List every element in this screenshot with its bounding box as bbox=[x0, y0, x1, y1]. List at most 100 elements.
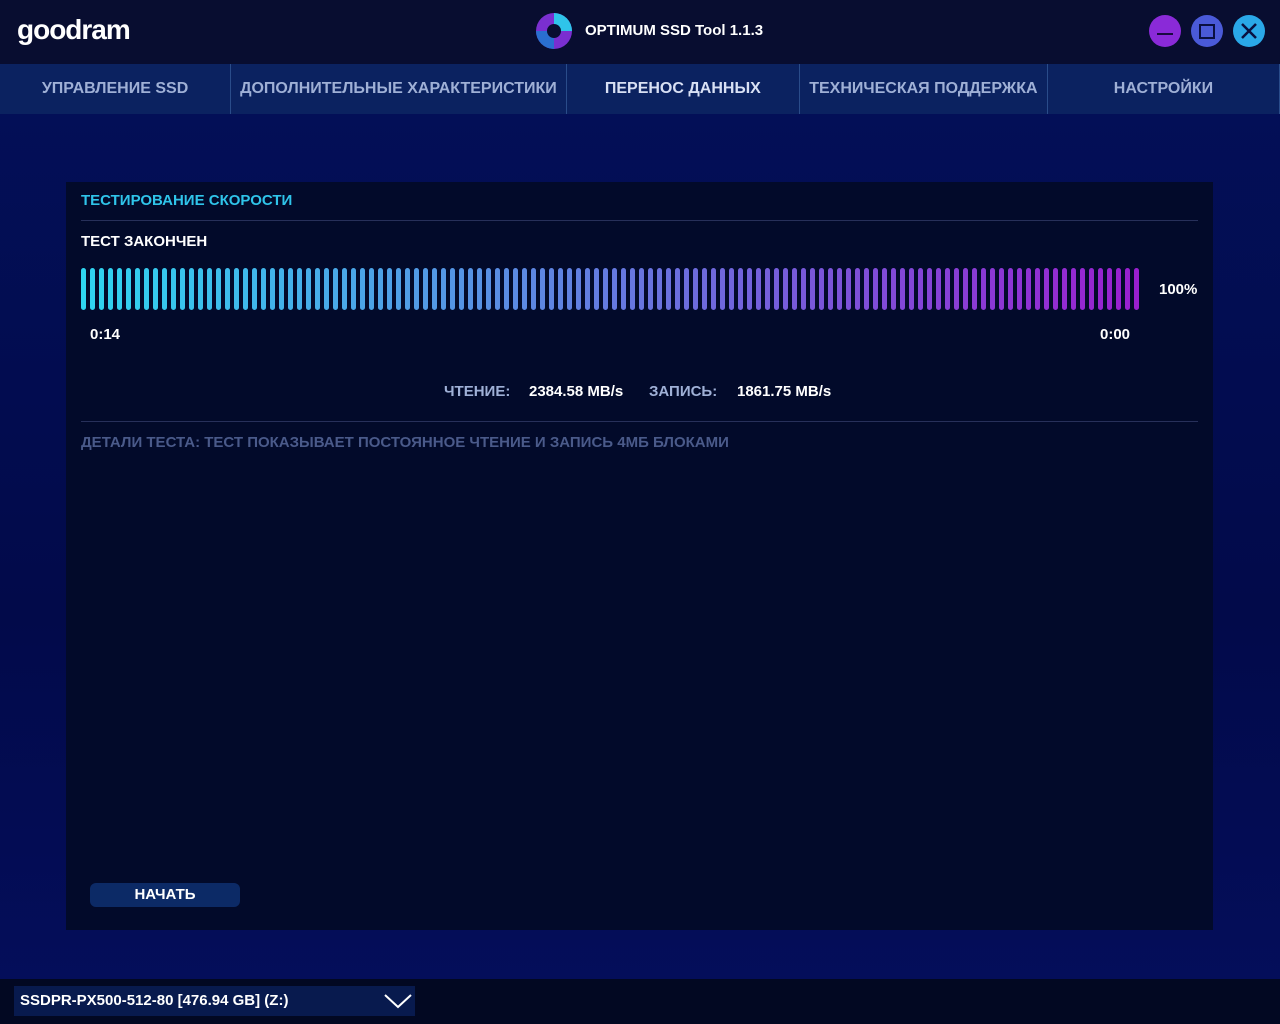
progress-segment bbox=[288, 268, 293, 310]
progress-segment bbox=[378, 268, 383, 310]
progress-segment bbox=[90, 268, 95, 310]
progress-segment bbox=[945, 268, 950, 310]
progress-segment bbox=[486, 268, 491, 310]
minimize-button[interactable] bbox=[1149, 15, 1181, 47]
progress-segment bbox=[612, 268, 617, 310]
progress-segment bbox=[468, 268, 473, 310]
progress-segment bbox=[414, 268, 419, 310]
maximize-button[interactable] bbox=[1191, 15, 1223, 47]
progress-segment bbox=[774, 268, 779, 310]
progress-segment bbox=[423, 268, 428, 310]
progress-segment bbox=[927, 268, 932, 310]
progress-segment bbox=[144, 268, 149, 310]
progress-segment bbox=[1089, 268, 1094, 310]
progress-segment bbox=[729, 268, 734, 310]
write-label: ЗАПИСЬ: bbox=[649, 383, 718, 400]
progress-segment bbox=[333, 268, 338, 310]
progress-segment bbox=[1125, 268, 1130, 310]
progress-bar bbox=[81, 268, 1141, 310]
divider bbox=[81, 220, 1198, 221]
progress-segment bbox=[1098, 268, 1103, 310]
progress-segment bbox=[783, 268, 788, 310]
tab[interactable]: УПРАВЛЕНИЕ SSD bbox=[0, 64, 232, 114]
progress-segment bbox=[1017, 268, 1022, 310]
progress-segment bbox=[1062, 268, 1067, 310]
status-bar: SSDPR-PX500-512-80 [476.94 GB] (Z:) bbox=[0, 979, 1280, 1024]
progress-segment bbox=[756, 268, 761, 310]
progress-segment bbox=[1008, 268, 1013, 310]
progress-segment bbox=[1134, 268, 1139, 310]
progress-segment bbox=[513, 268, 518, 310]
tab[interactable]: ДОПОЛНИТЕЛЬНЫЕ ХАРАКТЕРИСТИКИ bbox=[231, 64, 567, 114]
progress-segment bbox=[216, 268, 221, 310]
progress-segment bbox=[909, 268, 914, 310]
progress-segment bbox=[765, 268, 770, 310]
progress-segment bbox=[441, 268, 446, 310]
progress-percent: 100% bbox=[1159, 281, 1198, 298]
progress-segment bbox=[432, 268, 437, 310]
progress-segment bbox=[531, 268, 536, 310]
progress-segment bbox=[936, 268, 941, 310]
progress-segment bbox=[594, 268, 599, 310]
progress-segment bbox=[801, 268, 806, 310]
progress-segment bbox=[297, 268, 302, 310]
progress-segment bbox=[666, 268, 671, 310]
dropdown-arrow bbox=[384, 994, 412, 1009]
app-icon bbox=[536, 13, 572, 49]
progress-segment bbox=[873, 268, 878, 310]
progress-segment bbox=[747, 268, 752, 310]
progress-segment bbox=[522, 268, 527, 310]
close-button[interactable] bbox=[1233, 15, 1265, 47]
progress-segment bbox=[954, 268, 959, 310]
progress-segment bbox=[1071, 268, 1076, 310]
progress-segment bbox=[234, 268, 239, 310]
progress-segment bbox=[81, 268, 86, 310]
progress-segment bbox=[504, 268, 509, 310]
progress-segment bbox=[576, 268, 581, 310]
progress-segment bbox=[585, 268, 590, 310]
progress-segment bbox=[963, 268, 968, 310]
progress-segment bbox=[684, 268, 689, 310]
progress-segment bbox=[657, 268, 662, 310]
progress-segment bbox=[630, 268, 635, 310]
panel-title: ТЕСТИРОВАНИЕ СКОРОСТИ bbox=[81, 192, 293, 209]
tab-bar: УПРАВЛЕНИЕ SSD ДОПОЛНИТЕЛЬНЫЕ ХАРАКТЕРИСТ… bbox=[0, 64, 1280, 114]
progress-segment bbox=[225, 268, 230, 310]
progress-segment bbox=[693, 268, 698, 310]
progress-segment bbox=[243, 268, 248, 310]
progress-segment bbox=[621, 268, 626, 310]
progress-segment bbox=[117, 268, 122, 310]
progress-segment bbox=[1080, 268, 1085, 310]
progress-segment bbox=[126, 268, 131, 310]
progress-segment bbox=[900, 268, 905, 310]
progress-segment bbox=[495, 268, 500, 310]
start-button[interactable]: НАЧАТЬ bbox=[90, 883, 240, 907]
progress-segment bbox=[990, 268, 995, 310]
progress-segment bbox=[99, 268, 104, 310]
drive-selector[interactable]: SSDPR-PX500-512-80 [476.94 GB] (Z:) bbox=[14, 986, 415, 1016]
progress-segment bbox=[711, 268, 716, 310]
progress-segment bbox=[918, 268, 923, 310]
tab[interactable]: НАСТРОЙКИ bbox=[1048, 64, 1280, 114]
progress-segment bbox=[270, 268, 275, 310]
test-status: ТЕСТ ЗАКОНЧЕН bbox=[81, 233, 208, 250]
progress-segment bbox=[1035, 268, 1040, 310]
tab[interactable]: ТЕХНИЧЕСКАЯ ПОДДЕРЖКА bbox=[800, 64, 1048, 114]
progress-segment bbox=[324, 268, 329, 310]
progress-segment bbox=[162, 268, 167, 310]
progress-segment bbox=[792, 268, 797, 310]
progress-segment bbox=[999, 268, 1004, 310]
progress-segment bbox=[153, 268, 158, 310]
progress-segment bbox=[180, 268, 185, 310]
progress-segment bbox=[855, 268, 860, 310]
progress-segment bbox=[891, 268, 896, 310]
progress-segment bbox=[738, 268, 743, 310]
progress-segment bbox=[1053, 268, 1058, 310]
tab[interactable]: ПЕРЕНОС ДАННЫХ bbox=[567, 64, 800, 114]
progress-segment bbox=[342, 268, 347, 310]
progress-segment bbox=[819, 268, 824, 310]
progress-segment bbox=[846, 268, 851, 310]
progress-segment bbox=[252, 268, 257, 310]
progress-segment bbox=[477, 268, 482, 310]
progress-segment bbox=[558, 268, 563, 310]
